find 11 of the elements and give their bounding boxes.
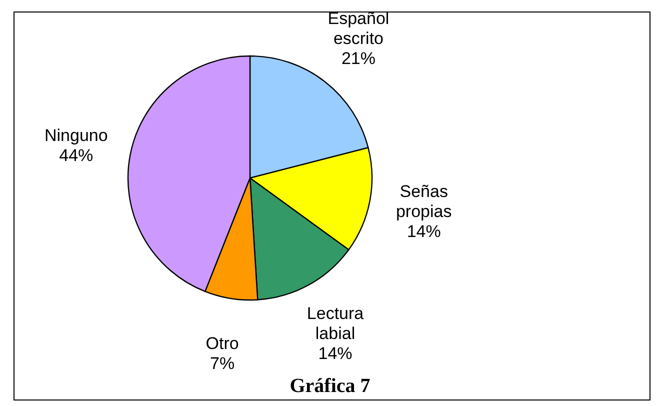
data-label: 7% (210, 354, 235, 373)
data-label: 14% (318, 344, 352, 364)
data-label: 44% (59, 146, 94, 165)
slice-label: Español escrito (328, 9, 390, 48)
slice-label: Otro (206, 334, 239, 353)
slice-label: Ninguno (44, 126, 108, 145)
data-label: 21% (341, 49, 376, 68)
text: Gráfica 7 (290, 375, 370, 397)
slice-label: Lectura labial (306, 304, 364, 344)
slice-label: Señas propias (396, 182, 452, 222)
data-label: 14% (406, 222, 441, 242)
